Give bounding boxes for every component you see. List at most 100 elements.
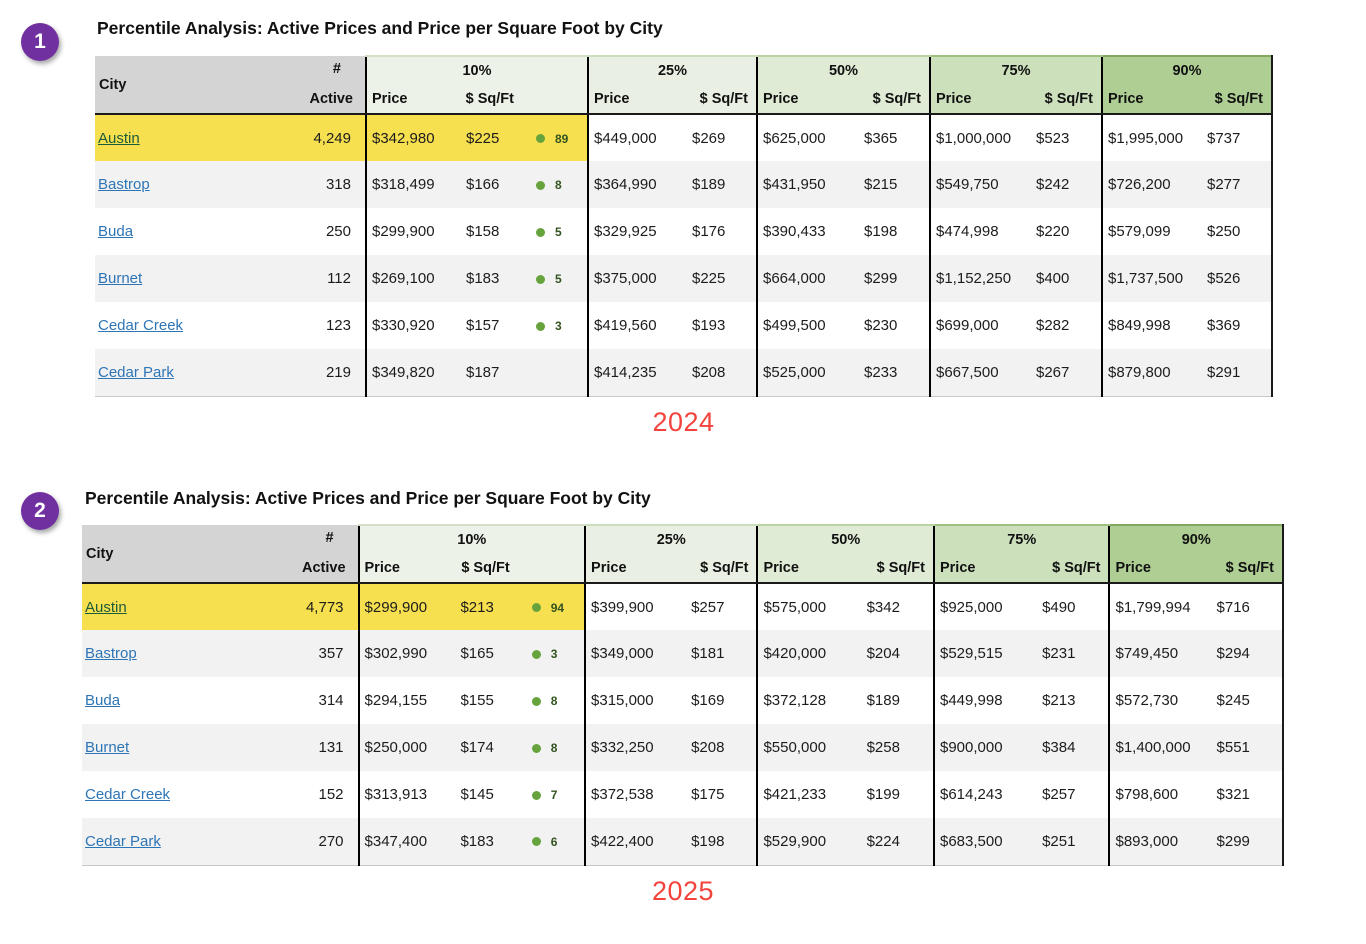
city-link[interactable]: Bastrop	[98, 176, 150, 193]
sqft-cell: $230	[860, 302, 930, 349]
sqft-cell: $523	[1032, 114, 1102, 161]
city-link[interactable]: Austin	[85, 598, 127, 616]
sqft-cell: $342	[862, 583, 934, 630]
active-count-cell: 318	[247, 161, 366, 208]
table-row: Bastrop 318 $318,499 $166 8 $364,990 $189 $431,…	[95, 161, 1273, 208]
table-row: Cedar Creek 152 $313,913 $145 7 $372,538 $175 $…	[82, 771, 1285, 818]
sqft-cell: $174	[456, 724, 518, 771]
city-link[interactable]: Cedar Park	[98, 363, 174, 381]
city-link[interactable]: Buda	[98, 223, 134, 240]
active-count-header-symbol: #	[325, 530, 334, 546]
price-cell: $299,900	[365, 208, 462, 255]
price-cell: $431,950	[756, 161, 860, 208]
active-count-cell: 123	[247, 302, 366, 349]
dot-count-badge-cell: 5	[522, 255, 588, 302]
sqft-cell: $189	[688, 161, 757, 208]
table-row: Austin 4,249 $342,980 $225 89 $449,000 $269 $62…	[95, 114, 1273, 161]
sqft-subheader: $ Sq/Ft	[1032, 84, 1102, 115]
sqft-subheader: $ Sq/Ft	[687, 553, 758, 584]
badge-subheader-empty	[517, 553, 586, 584]
dot-count-value: 3	[555, 319, 562, 334]
price-cell: $699,000	[929, 302, 1032, 349]
price-cell: $1,152,250	[929, 255, 1032, 302]
city-link[interactable]: Burnet	[98, 270, 143, 287]
price-cell: $529,900	[756, 818, 863, 866]
price-cell: $1,000,000	[929, 114, 1032, 161]
price-subheader: Price	[365, 84, 462, 115]
price-subheader: Price	[929, 84, 1032, 115]
sqft-cell: $213	[456, 583, 518, 630]
sqft-cell: $224	[862, 818, 934, 866]
sqft-cell: $490	[1038, 583, 1110, 630]
year-caption-2025: 2025	[651, 876, 715, 906]
city-link[interactable]: Buda	[85, 692, 121, 709]
sqft-cell: $369	[1203, 302, 1273, 349]
sqft-cell: $251	[1038, 818, 1110, 866]
green-dot-icon	[536, 180, 545, 190]
price-cell: $798,600	[1108, 771, 1213, 818]
price-cell: $474,998	[929, 208, 1032, 255]
city-link[interactable]: Cedar Creek	[98, 317, 184, 334]
dot-count-badge-cell: 8	[522, 161, 588, 208]
sqft-subheader: $ Sq/Ft	[1212, 553, 1285, 584]
sqft-cell: $165	[456, 630, 518, 677]
dot-count-badge-cell: 3	[517, 630, 586, 677]
green-dot-icon	[536, 274, 545, 284]
price-cell: $329,925	[587, 208, 688, 255]
sqft-cell: $145	[456, 771, 518, 818]
price-cell: $449,000	[587, 114, 688, 161]
sqft-cell: $175	[687, 771, 758, 818]
sqft-cell: $155	[456, 677, 518, 724]
price-cell: $525,000	[756, 349, 860, 397]
city-link[interactable]: Austin	[98, 129, 140, 147]
sqft-cell: $299	[1212, 818, 1285, 866]
dot-count-badge-cell: 6	[517, 818, 586, 866]
price-cell: $849,998	[1101, 302, 1203, 349]
percentile-10-header: 10%	[357, 524, 586, 553]
city-cell: Cedar Creek	[82, 771, 238, 818]
dot-count-value: 8	[550, 694, 558, 709]
city-cell: Buda	[95, 208, 247, 255]
city-link[interactable]: Cedar Park	[85, 832, 161, 850]
price-cell: $683,500	[932, 818, 1039, 866]
active-count-cell: 270	[237, 818, 359, 866]
sqft-cell: $158	[462, 208, 522, 255]
price-subheader: Price	[584, 553, 688, 584]
year-caption-2024: 2024	[652, 407, 715, 437]
active-count-cell: 314	[237, 677, 359, 724]
sqft-cell: $198	[687, 818, 758, 866]
city-column-header: # City Active	[82, 525, 359, 584]
sqft-cell: $183	[462, 255, 522, 302]
price-cell: $330,920	[365, 302, 462, 349]
table-row: Burnet 112 $269,100 $183 5 $375,000 $225 $664,0…	[95, 255, 1273, 302]
dot-count-badge-cell: 7	[517, 771, 586, 818]
price-cell: $372,538	[584, 771, 688, 818]
active-count-cell: 219	[247, 349, 366, 397]
price-subheader: Price	[756, 553, 863, 584]
price-cell: $349,820	[365, 349, 462, 397]
sqft-subheader: $ Sq/Ft	[1203, 84, 1273, 115]
active-header-label: Active	[309, 91, 353, 107]
sqft-cell: $198	[860, 208, 930, 255]
price-cell: $349,000	[584, 630, 688, 677]
price-cell: $900,000	[932, 724, 1039, 771]
price-subheader: Price	[587, 84, 688, 115]
city-header-label: City	[86, 545, 114, 562]
percentile-25-header: 25%	[584, 524, 758, 553]
price-cell: $893,000	[1108, 818, 1213, 866]
green-dot-icon	[531, 696, 541, 706]
sqft-cell: $176	[688, 208, 757, 255]
city-link[interactable]: Burnet	[85, 739, 130, 756]
sqft-cell: $258	[862, 724, 934, 771]
city-link[interactable]: Cedar Creek	[85, 786, 171, 803]
percentile-50-header: 50%	[756, 524, 934, 553]
price-cell: $414,235	[587, 349, 688, 397]
annotation-badge-2: 2	[21, 492, 59, 530]
dot-count-value: 8	[550, 741, 558, 756]
price-cell: $332,250	[584, 724, 688, 771]
percentile-table-2024: # City Active 10% 25% 50% 75% 90% Price …	[95, 55, 1273, 397]
city-link[interactable]: Bastrop	[85, 645, 137, 662]
price-cell: $749,450	[1108, 630, 1213, 677]
percentile-10-header: 10%	[365, 55, 588, 84]
